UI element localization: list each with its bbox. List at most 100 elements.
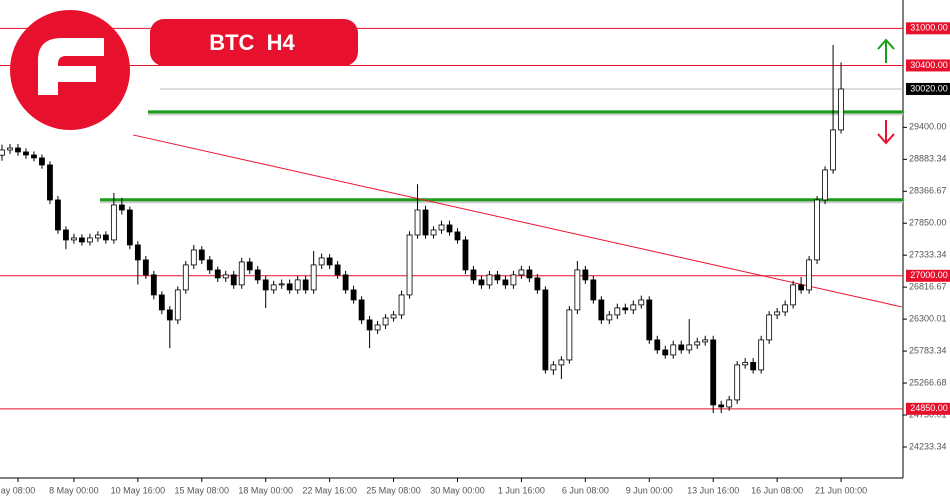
level-label: 30400.00 [910, 60, 948, 70]
candle-body [47, 164, 53, 201]
candle-body [558, 359, 565, 366]
up-arrow [877, 38, 895, 63]
candle-body [142, 259, 149, 276]
x-tick-label: 16 Jun 08:00 [751, 485, 803, 495]
x-tick-label: 1 Jun 16:00 [498, 485, 545, 495]
candle-body [158, 294, 165, 311]
candle-body [438, 224, 445, 231]
candle-body [710, 339, 717, 406]
candle-body [774, 311, 781, 316]
candle-body [262, 279, 269, 291]
y-tick-label: 26300.01 [909, 313, 947, 323]
candle-body [254, 269, 261, 281]
candle-body [87, 237, 93, 243]
candle-body [110, 204, 117, 241]
level-label: 24850.00 [910, 403, 948, 413]
y-tick-label: 25266.68 [909, 377, 947, 387]
candle-body [230, 274, 237, 286]
candle-body [686, 344, 693, 351]
candle-body [678, 344, 685, 351]
candle-body [454, 231, 461, 241]
candle-body [814, 199, 820, 261]
chart-title: BTC H4 [209, 30, 295, 55]
candle-body [390, 314, 397, 319]
x-tick-label: ay 08:00 [1, 485, 36, 495]
candle-body [662, 349, 669, 356]
x-tick-label: 30 May 00:00 [430, 485, 485, 495]
candle-body [222, 274, 229, 279]
x-tick-label: 8 May 00:00 [49, 485, 99, 495]
level-label: 27000.00 [910, 270, 948, 280]
candle-body [406, 234, 413, 296]
candle-body [294, 279, 301, 291]
candle-body [782, 304, 789, 313]
candle-body [838, 88, 844, 131]
x-tick-label: 10 May 16:00 [111, 485, 166, 495]
candle-body [94, 234, 101, 239]
candle-body [55, 199, 61, 231]
y-tick-label: 29400.00 [909, 122, 947, 132]
candle-body [0, 149, 5, 156]
candle-body [414, 209, 421, 236]
level-label-box [906, 22, 950, 35]
candle-body [606, 314, 613, 321]
candle-body [7, 147, 13, 151]
candle-body [526, 269, 533, 279]
candle-body [270, 284, 277, 291]
level-label: 31000.00 [910, 23, 948, 33]
candle-body [566, 309, 573, 361]
candle-body [598, 299, 605, 321]
candle-body [118, 204, 125, 211]
y-tick-label: 27850.00 [909, 218, 947, 228]
candle-body [446, 224, 453, 233]
candle-body [398, 294, 405, 316]
candle-body [510, 274, 517, 286]
y-tick-label: 27333.34 [909, 250, 947, 260]
y-tick-label: 28366.67 [909, 186, 947, 196]
candle-body [742, 362, 749, 366]
candle-body [326, 257, 333, 266]
candle-body [302, 279, 309, 291]
candle-body [494, 274, 501, 281]
candle-body [702, 339, 709, 343]
candle-body [806, 259, 813, 291]
candle-body [654, 339, 661, 351]
down-arrow [877, 120, 895, 145]
candle-body [478, 279, 485, 286]
x-tick-label: 15 May 08:00 [175, 485, 230, 495]
candle-body [31, 154, 37, 159]
candle-body [15, 147, 21, 153]
candle-body [630, 304, 637, 311]
level-label: 30020.00 [910, 83, 948, 93]
level-label-box [906, 269, 950, 282]
candle-body [758, 339, 765, 371]
candle-body [382, 317, 389, 326]
candle-body [550, 364, 557, 371]
candle-body [206, 259, 213, 271]
candle-body [518, 269, 525, 276]
candle-body [126, 209, 133, 246]
candle-body [534, 277, 541, 291]
level-label-box [906, 59, 950, 72]
candle-body [574, 269, 581, 311]
candle-body [790, 284, 797, 306]
candle-body [190, 249, 197, 266]
candle-body [750, 362, 757, 371]
candle-body [734, 364, 741, 401]
candle-body [486, 274, 493, 286]
x-tick-label: 18 May 00:00 [238, 485, 293, 495]
candle-body [342, 274, 349, 291]
candle-body [350, 289, 357, 301]
title-box [150, 19, 358, 66]
candle-body [830, 129, 836, 171]
candle-body [726, 399, 733, 408]
x-tick-label: 22 May 16:00 [302, 485, 357, 495]
candle-body [79, 237, 85, 243]
logo [10, 10, 130, 130]
candle-body [614, 307, 621, 316]
candle-body [198, 249, 205, 261]
candle-body [670, 344, 677, 356]
